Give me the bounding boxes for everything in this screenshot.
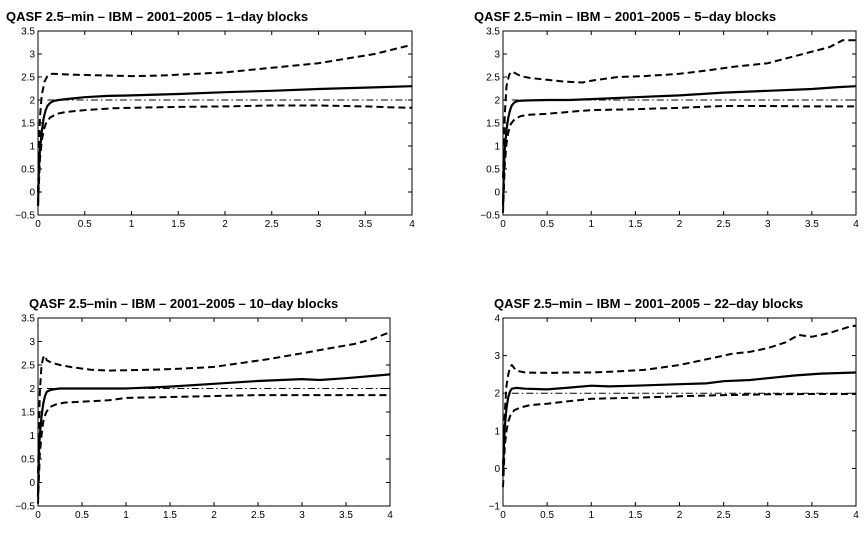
x-tick-label: 3.5 — [358, 219, 372, 230]
y-tick-label: 3 — [494, 351, 500, 362]
plot-frame — [37, 30, 413, 216]
chart-title: QASF 2.5–min – IBM – 2001–2005 – 5–day b… — [474, 9, 776, 24]
y-tick-label: 3.5 — [21, 314, 35, 325]
y-tick-label: 3.5 — [486, 27, 500, 38]
lower-band-line — [37, 104, 413, 206]
subplot-2: QASF 2.5–min – IBM – 2001–2005 – 5–day b… — [474, 9, 859, 230]
x-tick-label: 0 — [35, 510, 41, 521]
y-tick-label: −0.5 — [15, 502, 35, 513]
chart-title: QASF 2.5–min – IBM – 2001–2005 – 1–day b… — [6, 9, 308, 24]
x-tick-label: 2.5 — [265, 219, 279, 230]
x-tick-label: 0.5 — [75, 510, 89, 521]
chart-title: QASF 2.5–min – IBM – 2001–2005 – 22–day … — [494, 296, 803, 311]
chart-title: QASF 2.5–min – IBM – 2001–2005 – 10–day … — [29, 296, 338, 311]
upper-band-line — [502, 39, 856, 179]
x-tick-label: 0 — [35, 219, 41, 230]
y-tick-label: 0 — [494, 188, 500, 199]
x-tick-label: 4 — [853, 219, 859, 230]
x-tick-label: 2.5 — [251, 510, 265, 521]
y-tick-label: 2.5 — [486, 73, 500, 84]
y-tick-label: −1 — [489, 502, 501, 513]
x-tick-label: 3.5 — [805, 219, 819, 230]
y-tick-label: 1.5 — [21, 119, 35, 130]
estimate-line — [36, 373, 391, 497]
x-tick-label: 0 — [500, 510, 506, 521]
x-tick-label: 2.5 — [717, 219, 731, 230]
plot-frame — [502, 30, 857, 216]
lower-band-line — [37, 394, 390, 504]
upper-band-line — [37, 331, 391, 474]
x-tick-label: 3 — [299, 510, 305, 521]
y-tick-label: 1 — [29, 142, 35, 153]
upper-band-line — [502, 324, 857, 465]
x-tick-label: 3.5 — [805, 510, 819, 521]
lower-band-line — [502, 105, 856, 213]
subplot-4: QASF 2.5–min – IBM – 2001–2005 – 22–day … — [489, 296, 860, 521]
y-tick-label: 1 — [29, 431, 35, 442]
x-tick-label: 2.5 — [717, 510, 731, 521]
y-tick-label: 3 — [494, 50, 500, 61]
x-tick-label: 1 — [123, 510, 129, 521]
x-tick-label: 1.5 — [171, 219, 185, 230]
plot-frame — [37, 317, 391, 507]
y-tick-label: 1.5 — [486, 119, 500, 130]
x-tick-label: 1.5 — [628, 219, 642, 230]
y-tick-label: 2 — [29, 96, 35, 107]
y-tick-label: 3.5 — [21, 27, 35, 38]
x-tick-label: 2 — [222, 219, 228, 230]
subplot-3: QASF 2.5–min – IBM – 2001–2005 – 10–day … — [15, 296, 393, 521]
y-tick-label: 0.5 — [21, 165, 35, 176]
y-tick-label: 2 — [494, 96, 500, 107]
x-tick-label: 2 — [677, 219, 683, 230]
y-tick-label: 0.5 — [21, 455, 35, 466]
y-tick-label: 3 — [29, 50, 35, 61]
y-tick-label: 1 — [494, 142, 500, 153]
y-tick-label: 0 — [29, 188, 35, 199]
x-tick-label: 0.5 — [540, 219, 554, 230]
x-tick-label: 0.5 — [78, 219, 92, 230]
y-tick-label: 4 — [494, 314, 500, 325]
x-tick-label: 0.5 — [540, 510, 554, 521]
y-tick-label: 0 — [29, 478, 35, 489]
y-tick-label: 3 — [29, 337, 35, 348]
x-tick-label: 1 — [588, 510, 594, 521]
x-tick-label: 1.5 — [628, 510, 642, 521]
y-tick-label: 0.5 — [486, 165, 500, 176]
x-tick-label: 4 — [387, 510, 393, 521]
x-tick-label: 4 — [409, 219, 415, 230]
y-tick-label: 1 — [494, 426, 500, 437]
subplot-1: QASF 2.5–min – IBM – 2001–2005 – 1–day b… — [6, 9, 415, 230]
y-tick-label: 2 — [29, 384, 35, 395]
upper-band-line — [37, 43, 413, 193]
y-tick-label: 2.5 — [21, 73, 35, 84]
y-tick-label: 2 — [494, 389, 500, 400]
y-tick-label: 1.5 — [21, 408, 35, 419]
plot-frame — [502, 317, 857, 507]
x-tick-label: 4 — [853, 510, 859, 521]
x-tick-label: 1.5 — [163, 510, 177, 521]
y-tick-label: 0 — [494, 464, 500, 475]
x-tick-label: 1 — [588, 219, 594, 230]
x-tick-label: 3.5 — [339, 510, 353, 521]
estimate-line — [36, 85, 413, 206]
x-tick-label: 3 — [316, 219, 322, 230]
x-tick-label: 0 — [500, 219, 506, 230]
x-tick-label: 2 — [677, 510, 683, 521]
x-tick-label: 1 — [129, 219, 135, 230]
y-tick-label: −0.5 — [480, 211, 500, 222]
lower-band-line — [502, 393, 856, 488]
y-tick-label: −0.5 — [15, 211, 35, 222]
x-tick-label: 3 — [765, 219, 771, 230]
y-tick-label: 2.5 — [21, 361, 35, 372]
x-tick-label: 2 — [211, 510, 217, 521]
estimate-line — [501, 371, 857, 476]
x-tick-label: 3 — [765, 510, 771, 521]
estimate-line — [501, 85, 857, 206]
